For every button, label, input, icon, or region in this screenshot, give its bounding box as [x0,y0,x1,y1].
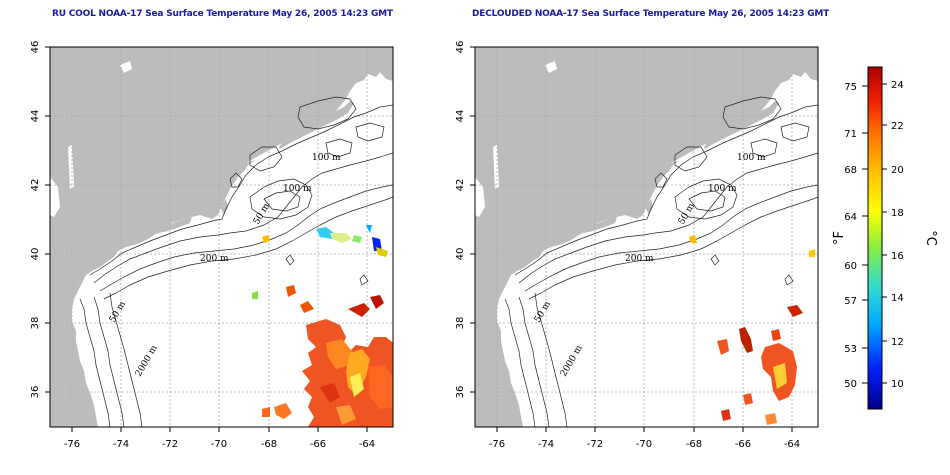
contour-label: 100 m [283,184,312,194]
left-map-title: RU COOL NOAA-17 Sea Surface Temperature … [52,9,393,19]
temperature-colorbar: 75 71 68 64 60 57 53 50 24 22 20 18 16 1… [832,66,938,410]
fahrenheit-tick: 75 [844,82,857,93]
fahrenheit-unit-label: °F [832,231,847,245]
fahrenheit-tick: 57 [844,296,857,307]
x-tick-label: -76 [64,439,80,450]
y-tick-label: 44 [455,110,466,123]
fahrenheit-tick: 50 [844,379,857,390]
contour-label: 100 m [737,153,766,163]
celsius-tick: 12 [891,337,904,348]
celsius-tick: 16 [891,251,904,262]
contour-label: 200 m [625,254,654,264]
x-tick-label: -76 [489,439,505,450]
y-tick-label: 42 [30,179,41,192]
contour-label: 100 m [708,184,737,194]
y-tick-label: 46 [30,41,41,54]
x-tick-label: -72 [587,439,603,450]
sst-data-patches [252,225,393,427]
x-tick-label: -68 [261,439,277,450]
right-map-panel: 100 m 100 m 50 m 200 m 50 m 2000 m -76 -… [455,41,819,450]
x-tick-label: -66 [310,439,326,450]
fahrenheit-tick: 53 [844,344,857,355]
celsius-tick: 20 [891,165,904,176]
colorbar-gradient [867,66,883,410]
y-tick-label: 36 [30,386,41,399]
celsius-tick: 10 [891,379,904,390]
y-tick-label: 36 [455,386,466,399]
x-tick-label: -72 [162,439,178,450]
y-tick-label: 42 [455,179,466,192]
y-tick-label: 46 [455,41,466,54]
contour-label: 100 m [312,153,341,163]
left-map-panel: 100 m 100 m 50 m 200 m 50 m 2000 m -76 -… [30,41,394,450]
fahrenheit-tick: 71 [844,129,857,140]
celsius-tick: 24 [891,80,904,91]
x-tick-label: -74 [113,439,129,450]
celsius-unit-label: °C [923,230,938,246]
right-map-title: DECLOUDED NOAA-17 Sea Surface Temperatur… [472,9,830,19]
x-tick-label: -64 [359,439,375,450]
y-tick-label: 44 [30,110,41,123]
x-tick-label: -70 [211,439,227,450]
celsius-tick: 22 [891,121,904,132]
sst-data-patches [689,235,815,425]
y-tick-label: 40 [455,248,466,261]
x-tick-label: -68 [686,439,702,450]
x-tick-label: -64 [784,439,800,450]
celsius-tick: 14 [891,293,904,304]
fahrenheit-tick: 64 [844,212,857,223]
fahrenheit-tick: 68 [844,165,857,176]
y-tick-label: 38 [455,317,466,330]
y-tick-label: 40 [30,248,41,261]
celsius-tick: 18 [891,208,904,219]
x-tick-label: -66 [735,439,751,450]
fahrenheit-tick: 60 [844,261,857,272]
x-tick-label: -70 [636,439,652,450]
y-tick-label: 38 [30,317,41,330]
contour-label: 200 m [200,254,229,264]
x-tick-label: -74 [538,439,554,450]
